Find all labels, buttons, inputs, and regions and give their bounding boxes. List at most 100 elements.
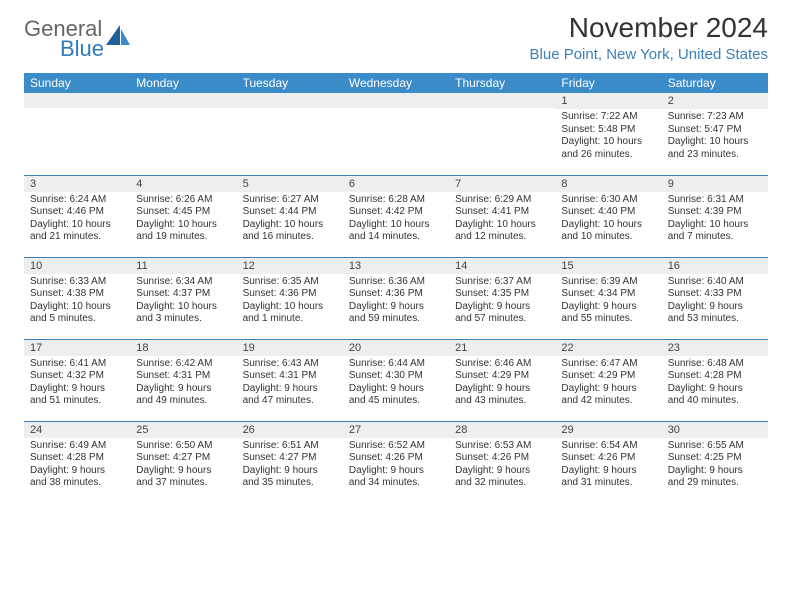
sunset-text: Sunset: 4:46 PM xyxy=(30,206,124,219)
daylight-text: Daylight: 10 hours and 21 minutes. xyxy=(30,219,124,244)
daylight-text: Daylight: 10 hours and 10 minutes. xyxy=(561,219,655,244)
day-details: Sunrise: 6:24 AMSunset: 4:46 PMDaylight:… xyxy=(24,192,130,248)
location-subtitle: Blue Point, New York, United States xyxy=(530,46,768,63)
sunrise-text: Sunrise: 6:48 AM xyxy=(668,358,762,371)
daylight-text: Daylight: 10 hours and 3 minutes. xyxy=(136,301,230,326)
calendar-day-cell: 10Sunrise: 6:33 AMSunset: 4:38 PMDayligh… xyxy=(24,257,130,339)
daylight-text: Daylight: 9 hours and 45 minutes. xyxy=(349,383,443,408)
sunrise-text: Sunrise: 6:55 AM xyxy=(668,440,762,453)
daylight-text: Daylight: 9 hours and 57 minutes. xyxy=(455,301,549,326)
calendar-day-cell: 1Sunrise: 7:22 AMSunset: 5:48 PMDaylight… xyxy=(555,93,661,175)
day-number: 5 xyxy=(237,176,343,192)
calendar-day-cell: 13Sunrise: 6:36 AMSunset: 4:36 PMDayligh… xyxy=(343,257,449,339)
day-number: 8 xyxy=(555,176,661,192)
day-number xyxy=(24,93,130,108)
day-number: 25 xyxy=(130,422,236,438)
sunset-text: Sunset: 4:27 PM xyxy=(136,452,230,465)
brand-word2: Blue xyxy=(60,38,104,60)
sunset-text: Sunset: 4:29 PM xyxy=(561,370,655,383)
day-number: 20 xyxy=(343,340,449,356)
calendar-day-cell: 17Sunrise: 6:41 AMSunset: 4:32 PMDayligh… xyxy=(24,339,130,421)
sunset-text: Sunset: 4:32 PM xyxy=(30,370,124,383)
calendar-day-cell: 14Sunrise: 6:37 AMSunset: 4:35 PMDayligh… xyxy=(449,257,555,339)
daylight-text: Daylight: 9 hours and 31 minutes. xyxy=(561,465,655,490)
sunrise-text: Sunrise: 6:28 AM xyxy=(349,194,443,207)
day-details: Sunrise: 6:35 AMSunset: 4:36 PMDaylight:… xyxy=(237,274,343,330)
day-number: 12 xyxy=(237,258,343,274)
day-details: Sunrise: 6:46 AMSunset: 4:29 PMDaylight:… xyxy=(449,356,555,412)
sunset-text: Sunset: 4:42 PM xyxy=(349,206,443,219)
day-details xyxy=(449,108,555,114)
daylight-text: Daylight: 10 hours and 16 minutes. xyxy=(243,219,337,244)
sunset-text: Sunset: 4:39 PM xyxy=(668,206,762,219)
daylight-text: Daylight: 9 hours and 49 minutes. xyxy=(136,383,230,408)
sunrise-text: Sunrise: 6:41 AM xyxy=(30,358,124,371)
day-details: Sunrise: 6:31 AMSunset: 4:39 PMDaylight:… xyxy=(662,192,768,248)
day-details: Sunrise: 6:34 AMSunset: 4:37 PMDaylight:… xyxy=(130,274,236,330)
sunrise-text: Sunrise: 6:34 AM xyxy=(136,276,230,289)
sunrise-text: Sunrise: 6:30 AM xyxy=(561,194,655,207)
daylight-text: Daylight: 9 hours and 40 minutes. xyxy=(668,383,762,408)
day-number: 28 xyxy=(449,422,555,438)
weekday-header: Friday xyxy=(555,73,661,93)
calendar-day-cell: 8 Sunrise: 6:30 AMSunset: 4:40 PMDaylight… xyxy=(555,175,661,257)
calendar-day-cell: 20 Sunrise: 6:44 AMSunset: 4:30 PMDayligh… xyxy=(343,339,449,421)
day-number: 15 xyxy=(555,258,661,274)
calendar-week-row: 1Sunrise: 7:22 AMSunset: 5:48 PMDaylight… xyxy=(24,93,768,175)
day-details: Sunrise: 6:28 AMSunset: 4:42 PMDaylight:… xyxy=(343,192,449,248)
day-details: Sunrise: 6:37 AMSunset: 4:35 PMDaylight:… xyxy=(449,274,555,330)
sunset-text: Sunset: 4:34 PM xyxy=(561,288,655,301)
day-number: 4 xyxy=(130,176,236,192)
day-details: Sunrise: 7:23 AMSunset: 5:47 PMDaylight:… xyxy=(662,109,768,165)
brand-logo: General Blue xyxy=(24,18,132,60)
brand-sail-icon xyxy=(106,25,132,53)
sunset-text: Sunset: 4:36 PM xyxy=(349,288,443,301)
day-number: 21 xyxy=(449,340,555,356)
calendar-day-cell: 11Sunrise: 6:34 AMSunset: 4:37 PMDayligh… xyxy=(130,257,236,339)
sunset-text: Sunset: 4:26 PM xyxy=(561,452,655,465)
day-number: 26 xyxy=(237,422,343,438)
sunrise-text: Sunrise: 6:46 AM xyxy=(455,358,549,371)
daylight-text: Daylight: 9 hours and 32 minutes. xyxy=(455,465,549,490)
calendar-day-cell xyxy=(130,93,236,175)
daylight-text: Daylight: 9 hours and 37 minutes. xyxy=(136,465,230,490)
sunrise-text: Sunrise: 6:24 AM xyxy=(30,194,124,207)
sunset-text: Sunset: 4:41 PM xyxy=(455,206,549,219)
day-details: Sunrise: 6:55 AMSunset: 4:25 PMDaylight:… xyxy=(662,438,768,494)
daylight-text: Daylight: 10 hours and 7 minutes. xyxy=(668,219,762,244)
calendar-day-cell: 23Sunrise: 6:48 AMSunset: 4:28 PMDayligh… xyxy=(662,339,768,421)
day-number: 10 xyxy=(24,258,130,274)
daylight-text: Daylight: 10 hours and 23 minutes. xyxy=(668,136,762,161)
day-details xyxy=(24,108,130,114)
day-number: 17 xyxy=(24,340,130,356)
sunrise-text: Sunrise: 6:52 AM xyxy=(349,440,443,453)
daylight-text: Daylight: 10 hours and 12 minutes. xyxy=(455,219,549,244)
calendar-day-cell: 26Sunrise: 6:51 AMSunset: 4:27 PMDayligh… xyxy=(237,421,343,503)
sunrise-text: Sunrise: 6:33 AM xyxy=(30,276,124,289)
sunset-text: Sunset: 4:31 PM xyxy=(243,370,337,383)
day-details: Sunrise: 6:27 AMSunset: 4:44 PMDaylight:… xyxy=(237,192,343,248)
day-details: Sunrise: 7:22 AMSunset: 5:48 PMDaylight:… xyxy=(555,109,661,165)
calendar-day-cell: 5Sunrise: 6:27 AMSunset: 4:44 PMDaylight… xyxy=(237,175,343,257)
calendar-day-cell: 24Sunrise: 6:49 AMSunset: 4:28 PMDayligh… xyxy=(24,421,130,503)
day-details xyxy=(130,108,236,114)
day-details xyxy=(343,108,449,114)
sunset-text: Sunset: 4:30 PM xyxy=(349,370,443,383)
calendar-day-cell: 6Sunrise: 6:28 AMSunset: 4:42 PMDaylight… xyxy=(343,175,449,257)
calendar-day-cell: 15Sunrise: 6:39 AMSunset: 4:34 PMDayligh… xyxy=(555,257,661,339)
calendar-day-cell: 27Sunrise: 6:52 AMSunset: 4:26 PMDayligh… xyxy=(343,421,449,503)
calendar-day-cell: 4Sunrise: 6:26 AMSunset: 4:45 PMDaylight… xyxy=(130,175,236,257)
calendar-day-cell: 18Sunrise: 6:42 AMSunset: 4:31 PMDayligh… xyxy=(130,339,236,421)
sunrise-text: Sunrise: 6:44 AM xyxy=(349,358,443,371)
day-details: Sunrise: 6:51 AMSunset: 4:27 PMDaylight:… xyxy=(237,438,343,494)
sunrise-text: Sunrise: 6:37 AM xyxy=(455,276,549,289)
calendar-day-cell: 2Sunrise: 7:23 AMSunset: 5:47 PMDaylight… xyxy=(662,93,768,175)
calendar-table: SundayMondayTuesdayWednesdayThursdayFrid… xyxy=(24,73,768,503)
day-details: Sunrise: 6:39 AMSunset: 4:34 PMDaylight:… xyxy=(555,274,661,330)
day-details: Sunrise: 6:36 AMSunset: 4:36 PMDaylight:… xyxy=(343,274,449,330)
sunset-text: Sunset: 4:40 PM xyxy=(561,206,655,219)
calendar-day-cell: 9Sunrise: 6:31 AMSunset: 4:39 PMDaylight… xyxy=(662,175,768,257)
day-number: 23 xyxy=(662,340,768,356)
sunrise-text: Sunrise: 6:27 AM xyxy=(243,194,337,207)
day-number: 9 xyxy=(662,176,768,192)
